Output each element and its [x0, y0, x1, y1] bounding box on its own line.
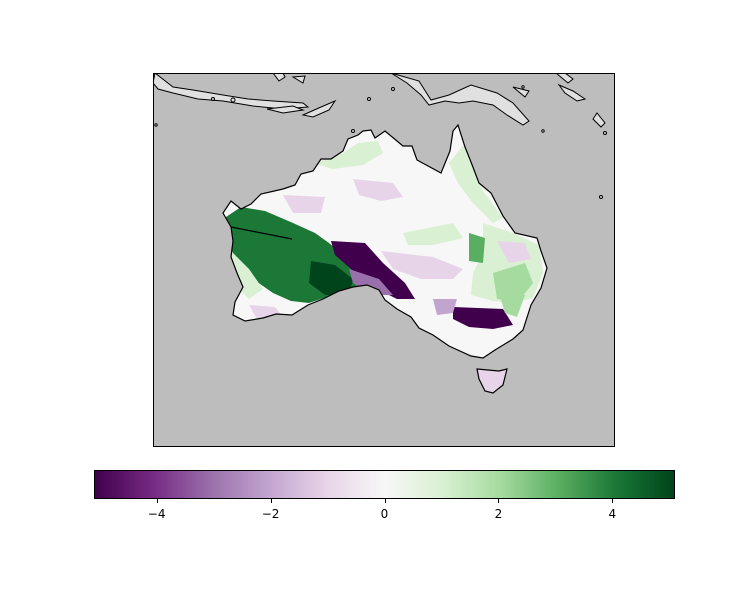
colorbar-ticks: −4 −2 0 2 4	[94, 499, 675, 529]
map-panel	[153, 73, 615, 447]
tasmania	[476, 368, 508, 394]
colorbar	[94, 470, 675, 499]
colorbar-tick-label: 2	[494, 507, 503, 521]
colorbar-tick-mark	[384, 499, 386, 503]
australia-coastline	[222, 123, 548, 359]
map-frame	[153, 73, 615, 447]
colorbar-tick-label: 0	[380, 507, 389, 521]
colorbar-tick-mark	[498, 499, 500, 503]
colorbar-tick-label: 4	[608, 507, 617, 521]
colorbar-tick-label: −2	[261, 507, 280, 521]
neighbour-land	[153, 73, 607, 199]
colorbar-tick-label: −4	[147, 507, 166, 521]
colorbar-tick-mark	[612, 499, 614, 503]
colorbar-tick-mark	[270, 499, 272, 503]
colorbar-tick-mark	[156, 499, 158, 503]
